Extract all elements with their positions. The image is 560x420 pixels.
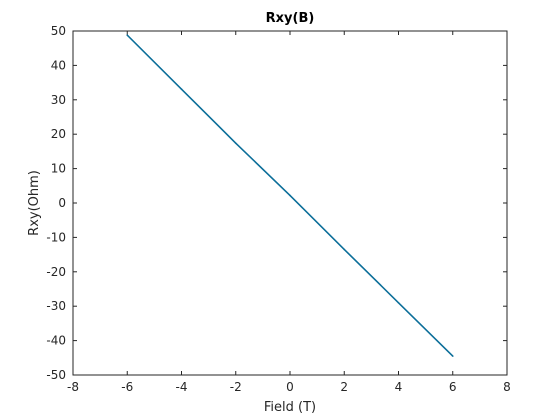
y-tick-label: 10 [51,162,66,176]
x-tick-label: 2 [340,380,348,394]
y-axis-label: Rxy(Ohm) [27,170,42,236]
data-point [234,142,237,144]
y-tick-label: 40 [51,58,66,72]
x-tick-label: 0 [286,380,294,394]
data-point [180,88,183,90]
y-tick-label: -40 [46,334,66,348]
x-tick-label: 6 [449,380,457,394]
y-tick-label: 50 [51,24,66,38]
x-tick-label: 4 [395,380,403,394]
x-tick-label: 8 [503,380,511,394]
y-tick-label: 20 [51,127,66,141]
y-tick-label: -10 [46,230,66,244]
y-axis-ticks: -50 -40 -30 -20 -10 0 10 20 30 40 50 [46,24,507,382]
data-point [126,34,129,36]
series-layer [126,34,454,357]
plot-area [72,30,508,376]
x-tick-label: -8 [67,380,79,394]
chart-title: Rxy(B) [266,11,315,26]
data-point [289,194,291,197]
y-tick-label: -50 [46,368,66,382]
y-tick-label: -30 [46,299,66,313]
y-tick-label: 30 [51,93,66,107]
x-tick-label: -2 [230,380,242,394]
y-tick-label: -20 [46,265,66,279]
x-axis-label: Field (T) [264,400,316,415]
x-tick-label: -4 [176,380,188,394]
data-point [451,355,454,357]
x-axis-ticks: -8 -6 -4 -2 0 2 4 6 8 [67,31,511,394]
data-point [343,248,346,251]
x-tick-label: -6 [121,380,133,394]
data-point [397,301,400,304]
y-tick-label: 0 [58,196,66,210]
